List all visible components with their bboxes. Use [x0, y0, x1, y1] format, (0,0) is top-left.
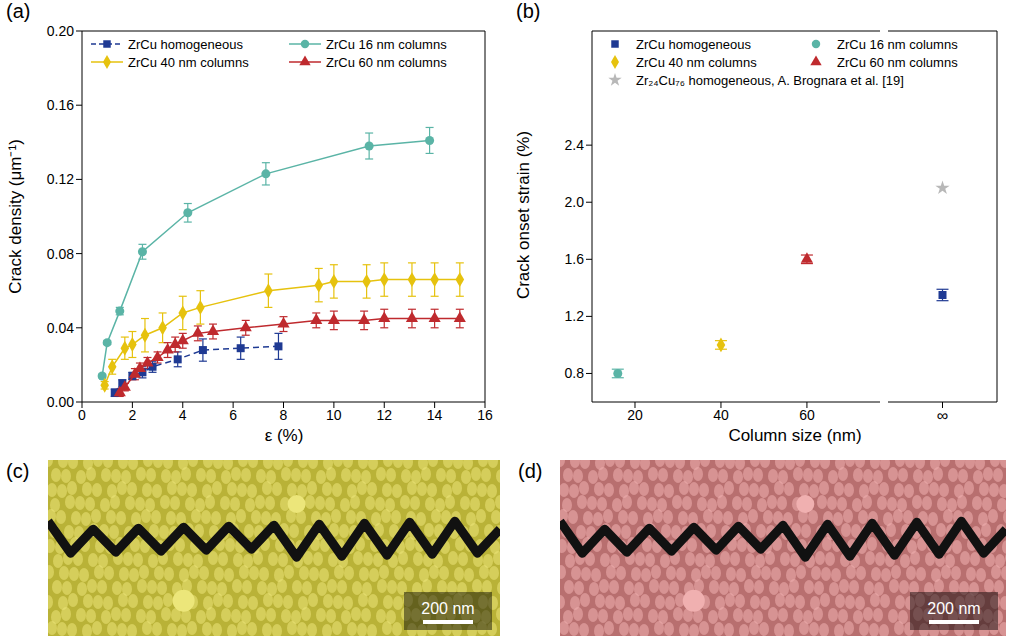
html-text:ZrCu 40 nm columns: ZrCu 40 nm columns [636, 54, 757, 70]
svg-text:14: 14 [427, 407, 443, 423]
html-text:(c): (c) [6, 460, 30, 482]
svg-text:4: 4 [179, 407, 187, 423]
html-text:Column size (nm): Column size (nm) [728, 426, 862, 445]
svg-text:1.6: 1.6 [565, 251, 585, 267]
svg-text:12: 12 [376, 407, 392, 423]
html-text:ZrCu homogeneous: ZrCu homogeneous [128, 36, 243, 52]
svg-text:0: 0 [78, 407, 86, 423]
html-text:ZrCu 60 nm columns: ZrCu 60 nm columns [326, 54, 447, 70]
html-text:ZrCu 60 nm columns: ZrCu 60 nm columns [837, 54, 958, 70]
html-text:(a): (a) [6, 0, 31, 22]
svg-text:8: 8 [280, 407, 288, 423]
html-text:Crack density (μm⁻¹): Crack density (μm⁻¹) [5, 139, 25, 294]
svg-text:200 nm: 200 nm [927, 600, 980, 617]
svg-text:0.00: 0.00 [47, 394, 74, 410]
svg-text:6: 6 [229, 407, 237, 423]
html-text:Zr₂₄Cu₇₆ homogeneous, A. Brogn: Zr₂₄Cu₇₆ homogeneous, A. Brognara et al.… [636, 72, 904, 88]
html-text:ZrCu 16 nm columns: ZrCu 16 nm columns [837, 36, 958, 52]
html-text:ZrCu homogeneous: ZrCu homogeneous [636, 36, 751, 52]
svg-text:0.16: 0.16 [47, 97, 74, 113]
svg-text:2.0: 2.0 [565, 194, 585, 210]
svg-text:0.04: 0.04 [47, 320, 74, 336]
svg-text:1.2: 1.2 [565, 308, 585, 324]
svg-text:40: 40 [713, 407, 729, 423]
html-text:ZrCu 40 nm columns: ZrCu 40 nm columns [128, 54, 249, 70]
html-text:(b): (b) [516, 0, 541, 22]
html-text:ε (%): ε (%) [264, 426, 304, 445]
html-text:ZrCu 16 nm columns: ZrCu 16 nm columns [326, 36, 447, 52]
svg-text:200 nm: 200 nm [421, 600, 474, 617]
svg-text:10: 10 [326, 407, 342, 423]
svg-text:0.08: 0.08 [47, 246, 74, 262]
svg-text:0.20: 0.20 [47, 23, 74, 39]
html-text:Crack onset strain (%): Crack onset strain (%) [514, 130, 533, 300]
svg-text:20: 20 [627, 407, 643, 423]
svg-text:2: 2 [128, 407, 136, 423]
svg-text:0.8: 0.8 [565, 365, 585, 381]
svg-text:∞: ∞ [937, 407, 948, 424]
svg-text:60: 60 [799, 407, 815, 423]
html-text:(d): (d) [518, 460, 543, 482]
svg-text:0.12: 0.12 [47, 171, 74, 187]
svg-text:2.4: 2.4 [565, 137, 585, 153]
svg-text:16: 16 [477, 407, 493, 423]
